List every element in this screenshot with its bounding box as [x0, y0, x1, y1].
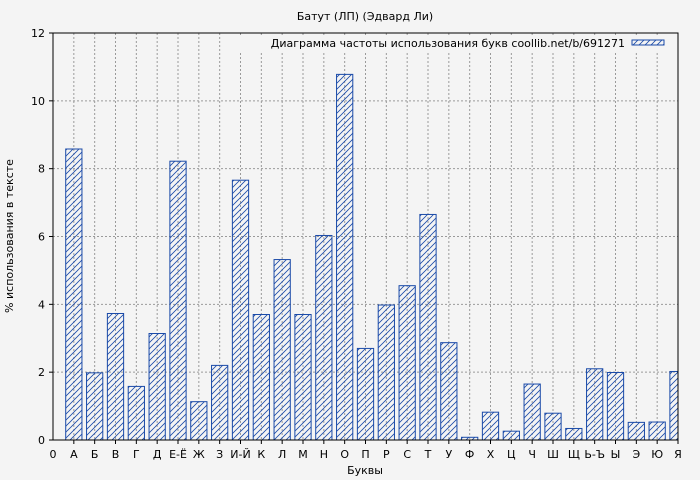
bar [502, 430, 520, 441]
y-tick-label: 6 [38, 231, 45, 244]
x-tick-label: И-Й [230, 448, 250, 461]
chart-title: Батут (ЛП) (Эдвард Ли) [297, 10, 433, 23]
bar [627, 421, 645, 441]
bar [669, 370, 679, 441]
x-tick-label: Э [632, 448, 640, 461]
legend: Диаграмма частоты использования букв coo… [240, 36, 672, 51]
x-tick-label: Ф [465, 448, 474, 461]
bar [190, 401, 208, 441]
x-tick-label: Ч [528, 448, 536, 461]
x-tick-label: С [403, 448, 411, 461]
x-tick-label: В [112, 448, 120, 461]
x-tick-label: П [361, 448, 369, 461]
x-tick-label: Ш [547, 448, 559, 461]
bar [523, 383, 541, 441]
x-tick-label: Х [487, 448, 495, 461]
y-tick-label: 10 [31, 95, 45, 108]
x-tick-label: О [340, 448, 349, 461]
x-tick-label: Н [320, 448, 328, 461]
x-tick-label: Щ [568, 448, 580, 461]
y-tick-label: 12 [31, 27, 45, 40]
bar [315, 234, 333, 441]
y-tick-label: 0 [38, 434, 45, 447]
bar [440, 342, 458, 441]
bar [86, 372, 104, 441]
x-tick-label: М [298, 448, 308, 461]
x-tick-label: Ь-Ъ [584, 448, 605, 461]
bar [586, 368, 604, 441]
bar [565, 427, 583, 441]
bar [65, 148, 83, 441]
y-tick-label: 4 [38, 298, 45, 311]
bar [419, 213, 437, 441]
x-tick-label: Б [91, 448, 99, 461]
x-tick-label: А [70, 448, 78, 461]
x-axis: 0 А Б В Г Д Е-Ё Ж З И-Й К Л М Н О П Р С Т У Ф Х Ц Ч Ш Щ Ь-Ъ Ы Э Ю Я [50, 440, 682, 461]
y-axis: 0 2 4 6 8 10 12 [31, 27, 53, 447]
x-tick-label: 0 [50, 448, 57, 461]
x-tick-label: Р [383, 448, 390, 461]
legend-background [240, 36, 672, 51]
x-tick-label: Ю [651, 448, 663, 461]
bar [106, 312, 125, 441]
x-tick-label: Я [674, 448, 682, 461]
bar [544, 412, 562, 441]
bar [606, 372, 625, 441]
bar [231, 179, 250, 441]
bar [377, 304, 395, 441]
x-tick-label: Д [153, 448, 162, 461]
x-tick-label: Г [133, 448, 140, 461]
x-tick-label: З [216, 448, 223, 461]
bar [356, 347, 375, 441]
grid [53, 33, 678, 440]
bar [127, 385, 145, 441]
bar [273, 259, 291, 441]
y-axis-label: % использования в тексте [3, 159, 16, 313]
x-tick-label: Т [424, 448, 432, 461]
x-tick-label: У [445, 448, 452, 461]
y-tick-label: 8 [38, 163, 45, 176]
x-axis-label: Буквы [347, 464, 383, 477]
bar [336, 73, 354, 441]
y-tick-label: 2 [38, 366, 45, 379]
x-tick-label: Ы [611, 448, 621, 461]
bar [211, 364, 229, 441]
x-tick-label: Ж [193, 448, 205, 461]
bar [294, 314, 312, 441]
bar [169, 160, 187, 441]
x-tick-label: Ц [507, 448, 516, 461]
x-tick-label: Л [278, 448, 286, 461]
bar [148, 333, 166, 441]
bar [648, 421, 666, 441]
bar [481, 411, 500, 441]
x-tick-label: К [257, 448, 265, 461]
x-tick-label: Е-Ё [169, 448, 187, 461]
legend-swatch [631, 39, 665, 46]
bar [252, 314, 270, 441]
legend-label: Диаграмма частоты использования букв coo… [271, 37, 625, 50]
bar [398, 285, 416, 441]
